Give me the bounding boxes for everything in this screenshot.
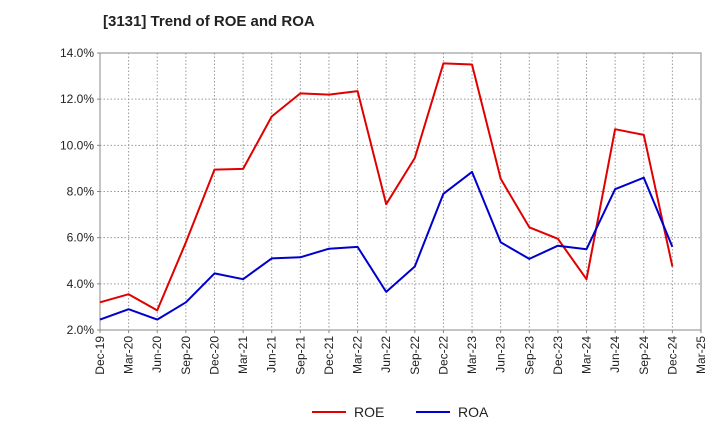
legend-label-roa: ROA: [458, 404, 489, 420]
x-tick-label: Dec-23: [551, 336, 565, 375]
chart-title: [3131] Trend of ROE and ROA: [103, 13, 315, 30]
legend-swatch-roa: [416, 411, 450, 413]
x-tick-label: Sep-23: [522, 336, 536, 375]
series-layer: [99, 62, 674, 321]
series-line-roa: [99, 170, 674, 321]
x-tick-label: Mar-21: [236, 336, 250, 374]
legend-label-roe: ROE: [354, 404, 385, 420]
x-tick-label: Sep-20: [179, 336, 193, 375]
y-tick-label: 14.0%: [60, 46, 94, 60]
y-tick-label: 4.0%: [67, 277, 95, 291]
x-tick-label: Dec-21: [322, 336, 336, 375]
y-tick-label: 8.0%: [67, 185, 95, 199]
legend-item-roe: ROE: [312, 404, 384, 420]
x-tick-label: Jun-24: [608, 336, 622, 373]
y-axis: 2.0% 4.0% 6.0% 8.0% 10.0% 12.0% 14.0%: [60, 46, 100, 337]
legend-swatch-roe: [312, 411, 346, 413]
x-tick-label: Mar-24: [580, 336, 594, 374]
x-tick-label: Mar-22: [351, 336, 365, 374]
series-line-roe: [99, 62, 674, 312]
x-tick-label: Mar-23: [465, 336, 479, 374]
y-tick-label: 12.0%: [60, 92, 94, 106]
x-tick-label: Sep-22: [408, 336, 422, 375]
plot-area-frame: [99, 52, 702, 331]
legend-item-roa: ROA: [416, 404, 488, 420]
x-tick-label: Dec-24: [665, 336, 679, 375]
grid-layer: [100, 53, 701, 330]
y-tick-label: 10.0%: [60, 138, 94, 152]
x-tick-label: Jun-21: [265, 336, 279, 373]
y-tick-label: 2.0%: [67, 323, 95, 337]
x-tick-label: Sep-24: [637, 336, 651, 375]
x-axis: Dec-19 Mar-20 Jun-20 Sep-20 Dec-20 Mar-21 Jun-…: [93, 330, 708, 375]
x-tick-label: Mar-25: [694, 336, 708, 374]
x-tick-label: Mar-20: [122, 336, 136, 374]
x-tick-label: Dec-20: [207, 336, 221, 375]
x-tick-label: Jun-22: [379, 336, 393, 373]
x-tick-label: Jun-20: [150, 336, 164, 373]
x-tick-label: Jun-23: [494, 336, 508, 373]
x-tick-label: Dec-19: [93, 336, 107, 375]
x-tick-label: Sep-21: [293, 336, 307, 375]
x-tick-label: Dec-22: [436, 336, 450, 375]
y-tick-label: 6.0%: [67, 231, 95, 245]
